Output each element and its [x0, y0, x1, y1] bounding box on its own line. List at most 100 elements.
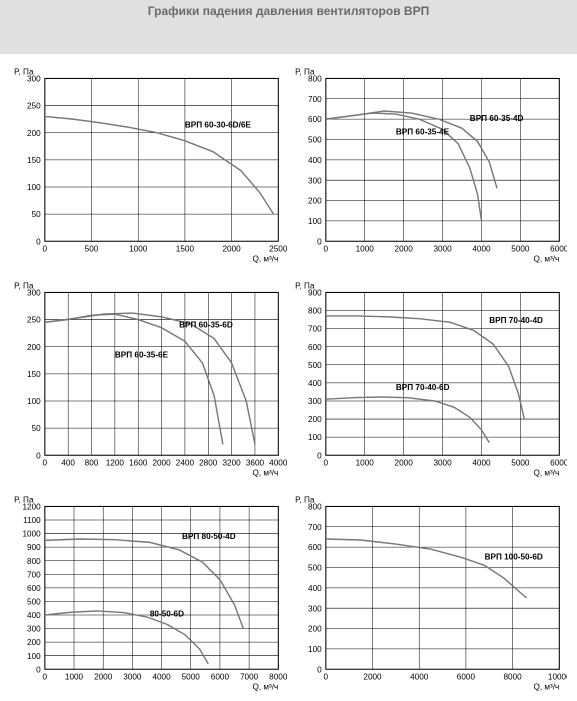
- x-tick: 6000: [550, 244, 567, 253]
- y-tick: 0: [317, 451, 322, 460]
- series-label: ВРП 60-35-6E: [115, 350, 169, 359]
- y-tick: 900: [308, 288, 322, 297]
- y-tick: 0: [36, 665, 41, 674]
- x-tick: 1000: [355, 458, 374, 467]
- series-curve: [325, 539, 526, 598]
- charts-grid: P, Па05001000150020002500050100150200250…: [0, 54, 577, 694]
- y-tick: 400: [308, 156, 322, 165]
- x-tick: 2000: [94, 672, 113, 681]
- y-tick: 50: [32, 210, 42, 219]
- x-tick: 1200: [106, 458, 125, 467]
- series-label: 80-50-6D: [150, 609, 184, 618]
- y-tick: 0: [36, 237, 41, 246]
- chart-5: P, Па01000200030004000500060007000800001…: [10, 488, 287, 698]
- x-tick: 2000: [394, 458, 413, 467]
- y-tick: 200: [308, 624, 322, 633]
- page-title: Графики падения давления вентиляторов ВР…: [148, 4, 429, 18]
- y-tick: 250: [27, 316, 41, 325]
- series-label: ВРП 60-35-4E: [395, 127, 449, 136]
- x-tick: 2800: [199, 458, 218, 467]
- x-axis-label: Q, м³/ч: [533, 469, 559, 478]
- y-tick: 250: [27, 102, 41, 111]
- x-tick: 4000: [152, 672, 171, 681]
- y-tick: 200: [27, 343, 41, 352]
- y-tick: 600: [27, 584, 41, 593]
- x-tick: 2000: [222, 244, 241, 253]
- x-tick: 6000: [550, 458, 567, 467]
- x-tick: 3600: [246, 458, 265, 467]
- x-tick: 2000: [394, 244, 413, 253]
- x-tick: 3200: [222, 458, 241, 467]
- y-tick: 500: [27, 597, 41, 606]
- y-tick: 500: [308, 136, 322, 145]
- y-tick: 0: [317, 665, 322, 674]
- y-tick: 100: [27, 397, 41, 406]
- y-tick: 100: [27, 183, 41, 192]
- y-tick: 1100: [23, 516, 41, 525]
- y-tick: 300: [308, 397, 322, 406]
- x-tick: 5000: [511, 458, 530, 467]
- chart-2: P, Па01000200030004000500060000100200300…: [291, 60, 568, 270]
- x-tick: 800: [85, 458, 99, 467]
- y-tick: 700: [308, 523, 322, 532]
- x-tick: 2000: [152, 458, 171, 467]
- x-tick: 10000: [547, 672, 567, 681]
- y-tick: 300: [27, 288, 41, 297]
- y-tick: 600: [308, 543, 322, 552]
- chart-3: P, Па04008001200160020002400280032003600…: [10, 274, 287, 484]
- x-tick: 0: [43, 244, 48, 253]
- y-tick: 1000: [23, 529, 42, 538]
- x-tick: 1000: [129, 244, 148, 253]
- x-tick: 0: [323, 244, 328, 253]
- y-tick: 200: [308, 415, 322, 424]
- page: Графики падения давления вентиляторов ВР…: [0, 0, 577, 701]
- y-tick: 600: [308, 115, 322, 124]
- y-tick: 800: [27, 557, 41, 566]
- series-label: ВРП 100-50-6D: [484, 552, 542, 561]
- series-label: ВРП 70-40-4D: [489, 316, 543, 325]
- series-curve: [45, 313, 255, 444]
- x-axis-label: Q, м³/ч: [533, 255, 559, 264]
- x-tick: 1000: [355, 244, 374, 253]
- y-tick: 100: [308, 433, 322, 442]
- series-curve: [45, 314, 223, 444]
- y-tick: 150: [27, 370, 41, 379]
- y-tick: 400: [308, 379, 322, 388]
- y-tick: 500: [308, 361, 322, 370]
- x-axis-label: Q, м³/ч: [252, 683, 278, 692]
- y-tick: 100: [27, 652, 41, 661]
- series-label: ВРП 70-40-6D: [395, 383, 449, 392]
- y-tick: 700: [308, 325, 322, 334]
- chart-1: P, Па05001000150020002500050100150200250…: [10, 60, 287, 270]
- x-tick: 5000: [511, 244, 530, 253]
- x-tick: 400: [61, 458, 75, 467]
- y-tick: 700: [308, 95, 322, 104]
- header-band: Графики падения давления вентиляторов ВР…: [0, 0, 577, 54]
- series-curve: [325, 316, 523, 419]
- y-tick: 800: [308, 307, 322, 316]
- y-tick: 700: [27, 570, 41, 579]
- x-tick: 4000: [472, 244, 491, 253]
- y-tick: 300: [308, 176, 322, 185]
- chart-4: P, Па01000200030004000500060000100200300…: [291, 274, 568, 484]
- x-tick: 7000: [240, 672, 259, 681]
- y-tick: 150: [27, 156, 41, 165]
- y-tick: 50: [32, 424, 42, 433]
- x-tick: 1500: [176, 244, 195, 253]
- x-tick: 8000: [269, 672, 286, 681]
- x-tick: 3000: [433, 244, 452, 253]
- x-tick: 4000: [269, 458, 286, 467]
- y-tick: 600: [308, 343, 322, 352]
- x-axis-label: Q, м³/ч: [252, 469, 278, 478]
- y-tick: 300: [308, 604, 322, 613]
- chart-6: P, Па02000400060008000100000100200300400…: [291, 488, 568, 698]
- x-tick: 500: [85, 244, 99, 253]
- series-label: ВРП 80-50-4D: [182, 532, 236, 541]
- x-tick: 8000: [503, 672, 522, 681]
- y-tick: 900: [27, 543, 41, 552]
- x-tick: 2400: [176, 458, 195, 467]
- y-tick: 300: [27, 75, 41, 84]
- series-label: ВРП 60-30-6D/6E: [185, 120, 251, 129]
- y-tick: 200: [308, 197, 322, 206]
- y-tick: 500: [308, 563, 322, 572]
